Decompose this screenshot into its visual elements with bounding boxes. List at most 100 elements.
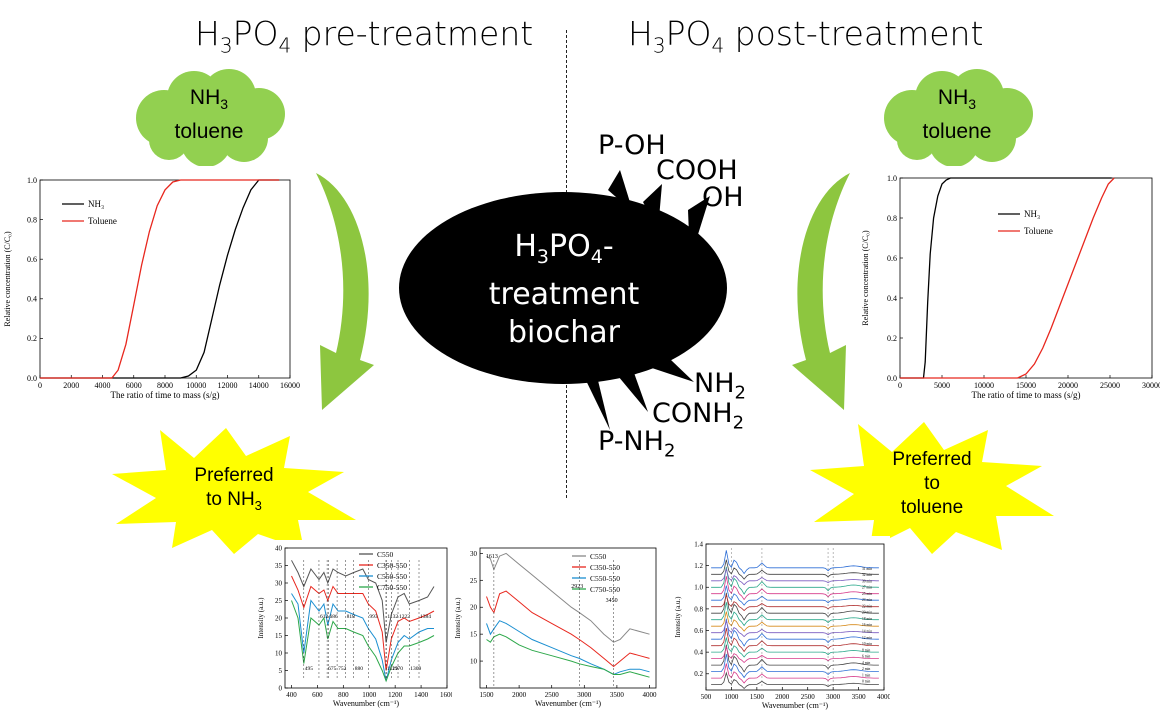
y-tick-label: 0.4 [694, 649, 703, 657]
spectrum-label: 22 min [862, 604, 872, 608]
spectrum-label: 20 min [862, 611, 872, 615]
y-tick-label: 10 [470, 658, 478, 666]
y-tick-label: 25 [470, 577, 478, 585]
right-header: H3PO4 post-treatment [628, 14, 984, 58]
peak-label: 1309 [410, 666, 421, 672]
x-tick-label: 15000 [1016, 381, 1036, 390]
x-tick-label: 5000 [934, 381, 950, 390]
series-line-2 [40, 179, 280, 379]
x-tick-label: 0 [898, 381, 902, 390]
x-tick-label: 4000 [642, 691, 657, 699]
spectrum-line-17 [711, 567, 879, 586]
peak-label: 993 [369, 614, 378, 620]
y-tick-label: 15 [470, 631, 478, 639]
y-tick-label: 0.2 [694, 670, 703, 678]
x-tick-label: 3500 [610, 691, 625, 699]
starburst-shape [112, 428, 356, 554]
spectrum-line-5 [711, 645, 879, 664]
series-line-3 [291, 593, 434, 682]
x-tick-label: 500 [701, 693, 712, 701]
x-axis-label: Wavenumber (cm⁻¹) [762, 701, 829, 710]
y-tick-label: 10 [275, 649, 283, 657]
ftir-high-svg: 1500 2000 2500 3000 3500 4000 10 15 20 25 30 Wavenu… [454, 547, 657, 708]
spectrum-line-13 [711, 593, 879, 612]
group-conh2: CONH2 [652, 398, 745, 434]
x-tick-label: 10000 [186, 381, 206, 390]
x-tick-label: 2000 [512, 691, 527, 699]
peak-label: 675 [328, 666, 337, 672]
spectrum-label: 8 min [862, 648, 870, 652]
legend-label-2: Toluene [1024, 226, 1053, 236]
x-tick-label: 3000 [577, 691, 592, 699]
left-breakthrough-svg: 0 2000 4000 6000 8000 10000 12000 14000 16000 0.0… [3, 176, 300, 400]
x-tick-label: 1000 [724, 693, 739, 701]
spectrum-label: 30 min [862, 579, 872, 583]
spectrum-label: 4 min [862, 661, 870, 665]
y-tick-label: 30 [470, 550, 478, 558]
y-tick-label: 0.6 [887, 254, 897, 263]
y-tick-label: 20 [275, 614, 283, 622]
legend-label-1: C550 [590, 552, 607, 561]
spectrum-label: 0 min [862, 680, 870, 684]
y-tick-label: 0.8 [27, 215, 37, 224]
center-label: H3PO4- treatment biochar [488, 229, 640, 350]
peak-label: 1222 [399, 614, 410, 620]
legend-label-4: C750-550 [590, 585, 620, 594]
spectrum-label: 6 min [862, 655, 870, 659]
right-curved-arrow [792, 173, 850, 410]
x-tick-label: 8000 [157, 381, 173, 390]
left-star-label: Preferred to NH3 [194, 465, 274, 513]
peak-label: 686 [330, 614, 339, 620]
right-star-label: Preferred to toluene [892, 449, 972, 518]
y-tick-label: 0.8 [694, 605, 703, 613]
y-axis-label: Intensity (a.u.) [674, 596, 682, 638]
x-tick-label: 6000 [126, 381, 142, 390]
y-tick-label: 30 [275, 579, 283, 587]
y-tick-label: 40 [275, 544, 283, 552]
x-tick-label: 2500 [545, 691, 560, 699]
spectrum-label: 1 min [862, 673, 870, 677]
spectrum-label: 32 min [862, 573, 872, 577]
y-tick-label: 0.6 [27, 255, 37, 264]
y-tick-label: 0.4 [27, 295, 37, 304]
spectrum-line-16 [711, 566, 879, 595]
legend-label-1: C550 [377, 550, 394, 559]
x-tick-label: 10000 [974, 381, 994, 390]
y-tick-label: 0.4 [887, 294, 897, 303]
series-line-2 [291, 575, 435, 671]
x-tick-label: 30000 [1142, 381, 1160, 390]
y-tick-label: 0.0 [27, 374, 37, 383]
peak-label: 2923 [571, 584, 583, 590]
left-header: H3PO4 pre-treatment [195, 14, 534, 58]
series-line-3 [486, 620, 650, 676]
spectrum-line-1 [711, 671, 879, 690]
y-tick-label: 0.8 [887, 214, 897, 223]
series-line-1 [40, 179, 280, 379]
left-starburst: Preferred to NH3 [108, 426, 360, 556]
ftir-high-chart: 1500 2000 2500 3000 3500 4000 10 15 20 25 30 Wavenu… [452, 540, 664, 716]
legend-label-3: C550-550 [590, 574, 620, 583]
x-tick-label: 12000 [218, 381, 238, 390]
left-cloud: NH3 toluene [124, 66, 294, 167]
x-tick-label: 25000 [1100, 381, 1120, 390]
peak-label: 3450 [606, 598, 618, 604]
peak-label: 612 [320, 614, 329, 620]
spectrum-label: 27 min [862, 586, 872, 590]
series-line-1 [900, 177, 1112, 379]
spectrum-line-12 [711, 592, 879, 621]
spectrum-line-3 [711, 654, 879, 679]
center-biochar-shape [399, 170, 727, 430]
spectrum-label: 14 min [862, 630, 872, 634]
x-tick-label: 4000 [877, 693, 890, 701]
spectrum-label: 31 min [862, 567, 872, 571]
spectrum-label: 16 min [862, 623, 872, 627]
group-cooh: COOH [656, 155, 738, 186]
spectrum-line-11 [711, 602, 879, 627]
group-oh: OH [702, 182, 744, 213]
x-tick-label: 3000 [826, 693, 841, 701]
y-tick-label: 1.4 [694, 540, 703, 548]
x-axis-label: The ratio of time to mass (s/g) [972, 390, 1081, 400]
spectrum-line-6 [711, 637, 879, 658]
spectrum-label: 25 min [862, 592, 872, 596]
spectrum-line-4 [711, 644, 879, 673]
